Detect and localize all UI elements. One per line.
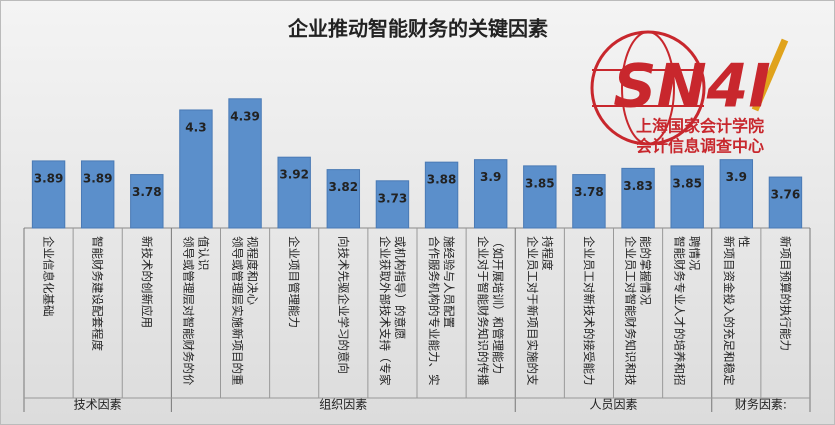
bar: [473, 159, 508, 229]
chart-title: 企业推动智能财务的关键因素: [287, 17, 548, 41]
x-tick-label: 企业信息化基础: [42, 236, 56, 317]
logo: SN4I 上海国家会计学院 会计信息调查中心: [590, 30, 789, 156]
x-tick-label: 智能财务建设配套程度: [91, 236, 105, 351]
bar: [277, 156, 311, 229]
bar: [228, 98, 262, 229]
value-label: 3.88: [427, 173, 457, 187]
value-label: 3.85: [672, 176, 702, 190]
logo-mark: SN4I: [613, 52, 771, 122]
x-tick-label: 向技术先驱企业学习的意向: [337, 236, 351, 374]
group-label: 技术因素: [74, 398, 122, 412]
value-label: 3.92: [279, 168, 309, 182]
bar: [670, 165, 704, 229]
value-label: 3.89: [34, 171, 64, 185]
value-label: 3.82: [329, 180, 359, 194]
group-label: 人员因素: [589, 398, 637, 412]
value-label: 4.39: [230, 109, 260, 123]
bar: [768, 176, 803, 229]
x-tick-label: 新项目资金投入的充足和稳定性: [722, 236, 751, 386]
x-tick-label: 新项目预算的执行能力: [779, 236, 793, 351]
bar: [80, 160, 115, 229]
x-tick-label: 企业员工对智能财务知识和技能的掌握情况: [624, 236, 653, 386]
x-tick-label: 企业获取外部技术支持（专家或机构指导）的意愿: [378, 236, 407, 386]
bar: [719, 159, 754, 229]
logo-globe: [621, 31, 675, 145]
x-tick-label: 企业员工对新技术的接受能力: [582, 236, 596, 386]
logo-pen: [751, 38, 789, 112]
group-label: 财务因素:: [735, 397, 787, 412]
logo-text: 上海国家会计学院: [636, 117, 764, 136]
bar: [326, 169, 361, 229]
value-label: 3.76: [771, 188, 801, 202]
bar: [424, 161, 459, 229]
bar: [179, 109, 213, 229]
value-label: 4.3: [185, 120, 206, 134]
value-label: 3.9: [726, 170, 747, 184]
bar: [523, 165, 557, 229]
x-tick-label: 领导或管理层对智能财务的价值认识: [182, 236, 211, 386]
bar: [572, 174, 606, 229]
x-tick-label: 企业项目管理能力: [288, 236, 302, 328]
value-label: 3.9: [480, 170, 501, 184]
x-tick-label: 企业对于智能财务知识的传播（如开展培训）和管理能力: [477, 236, 506, 386]
x-tick-label: 新技术的创新应用: [140, 236, 154, 328]
value-label: 3.78: [574, 185, 604, 199]
x-tick-label: 智能财务专业人才的培养和招聘情况: [673, 236, 702, 386]
value-label: 3.73: [378, 191, 408, 205]
bar: [31, 160, 66, 229]
value-label: 3.78: [132, 185, 162, 199]
group-label: 组织因素: [319, 398, 367, 412]
value-label: 3.89: [83, 171, 113, 185]
bar: [130, 174, 164, 229]
bar: [621, 167, 655, 229]
x-tick-label: 合作服务机构的专业能力、实施经验与人员配置: [428, 236, 457, 386]
x-tick-label: 领导或管理层实施新项目的重视程度和决心: [231, 236, 260, 386]
logo-text: 会计信息调查中心: [636, 137, 764, 156]
bar: [375, 180, 410, 229]
value-label: 3.83: [623, 179, 653, 193]
value-label: 3.85: [525, 176, 555, 190]
x-tick-label: 企业员工对于新项目实施的支持程度: [526, 236, 555, 386]
